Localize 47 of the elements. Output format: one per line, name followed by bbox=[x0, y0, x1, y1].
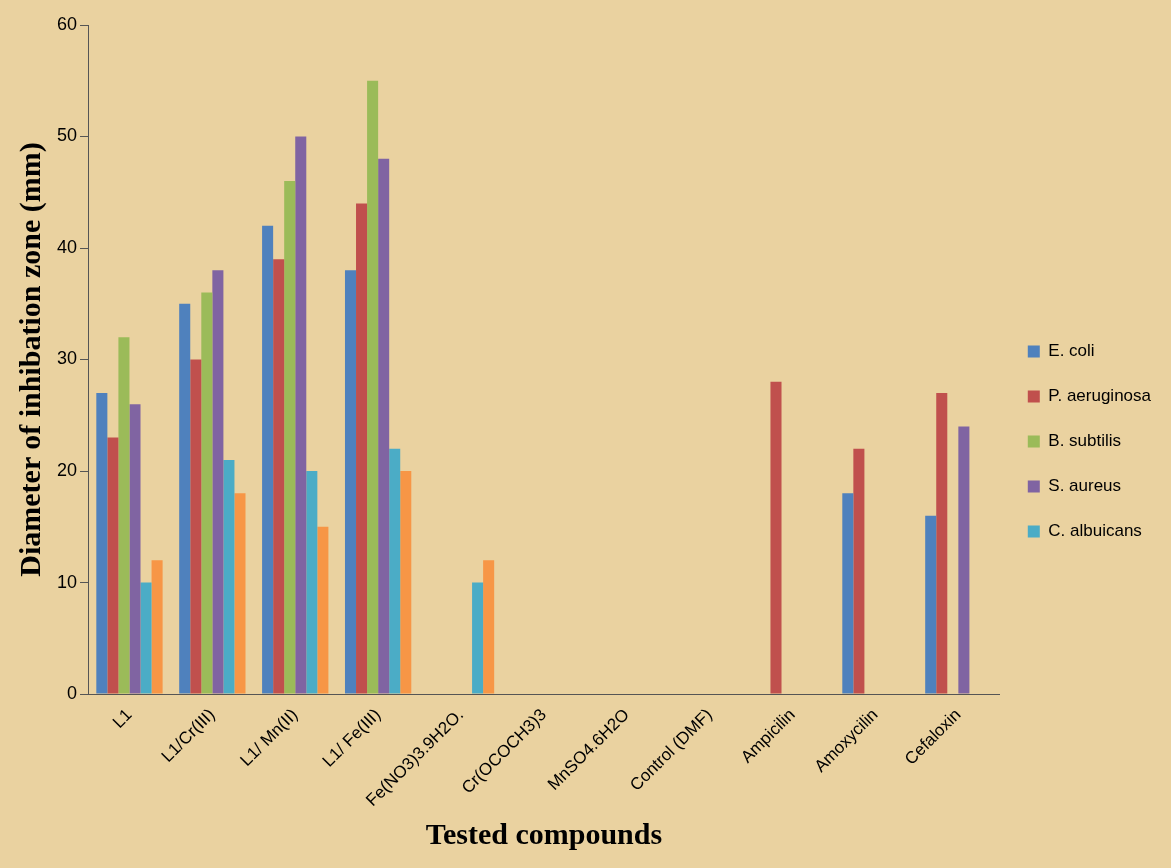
bar bbox=[140, 582, 152, 694]
y-tick-label: 0 bbox=[67, 683, 78, 704]
bar bbox=[925, 515, 937, 694]
bar bbox=[262, 225, 274, 694]
bar bbox=[151, 560, 163, 694]
bar bbox=[317, 526, 329, 694]
bar bbox=[118, 337, 130, 694]
legend-label: S. aureus bbox=[1048, 476, 1122, 496]
bar bbox=[96, 392, 108, 694]
bar bbox=[306, 471, 318, 694]
y-tick-label: 50 bbox=[56, 125, 78, 146]
bar bbox=[344, 270, 357, 694]
bar bbox=[400, 471, 412, 694]
y-tick-label: 60 bbox=[56, 13, 78, 34]
bar bbox=[212, 270, 224, 694]
bar bbox=[958, 426, 970, 694]
bar bbox=[483, 560, 495, 694]
bar bbox=[842, 493, 854, 694]
y-tick-label: 20 bbox=[56, 460, 78, 481]
legend-label: E. coli bbox=[1048, 341, 1095, 361]
x-axis-title: Tested compounds bbox=[425, 816, 663, 850]
y-tick-label: 30 bbox=[56, 348, 78, 369]
bar bbox=[936, 392, 948, 694]
legend-label: P. aeruginosa bbox=[1048, 386, 1152, 406]
bar bbox=[472, 582, 484, 694]
bar bbox=[356, 203, 368, 694]
bar bbox=[389, 448, 401, 694]
bar bbox=[284, 181, 296, 694]
bar bbox=[295, 136, 307, 694]
y-tick-label: 40 bbox=[56, 236, 78, 257]
x-tick-label: L1 bbox=[108, 704, 136, 732]
bar bbox=[378, 158, 390, 694]
bar bbox=[190, 359, 202, 694]
bar bbox=[201, 292, 213, 694]
bar bbox=[179, 303, 191, 694]
bar bbox=[234, 493, 246, 694]
y-axis-title: Diameter of inhibation zone (mm) bbox=[12, 142, 47, 577]
y-tick-label: 10 bbox=[56, 571, 78, 592]
bar bbox=[853, 448, 865, 694]
bar bbox=[129, 404, 141, 694]
bar bbox=[770, 381, 782, 694]
bar bbox=[223, 459, 235, 694]
bar bbox=[273, 259, 285, 694]
legend-label: C. albuicans bbox=[1048, 521, 1142, 541]
legend-label: B. subtilis bbox=[1048, 431, 1122, 451]
bar bbox=[367, 80, 379, 694]
bar bbox=[107, 437, 119, 694]
